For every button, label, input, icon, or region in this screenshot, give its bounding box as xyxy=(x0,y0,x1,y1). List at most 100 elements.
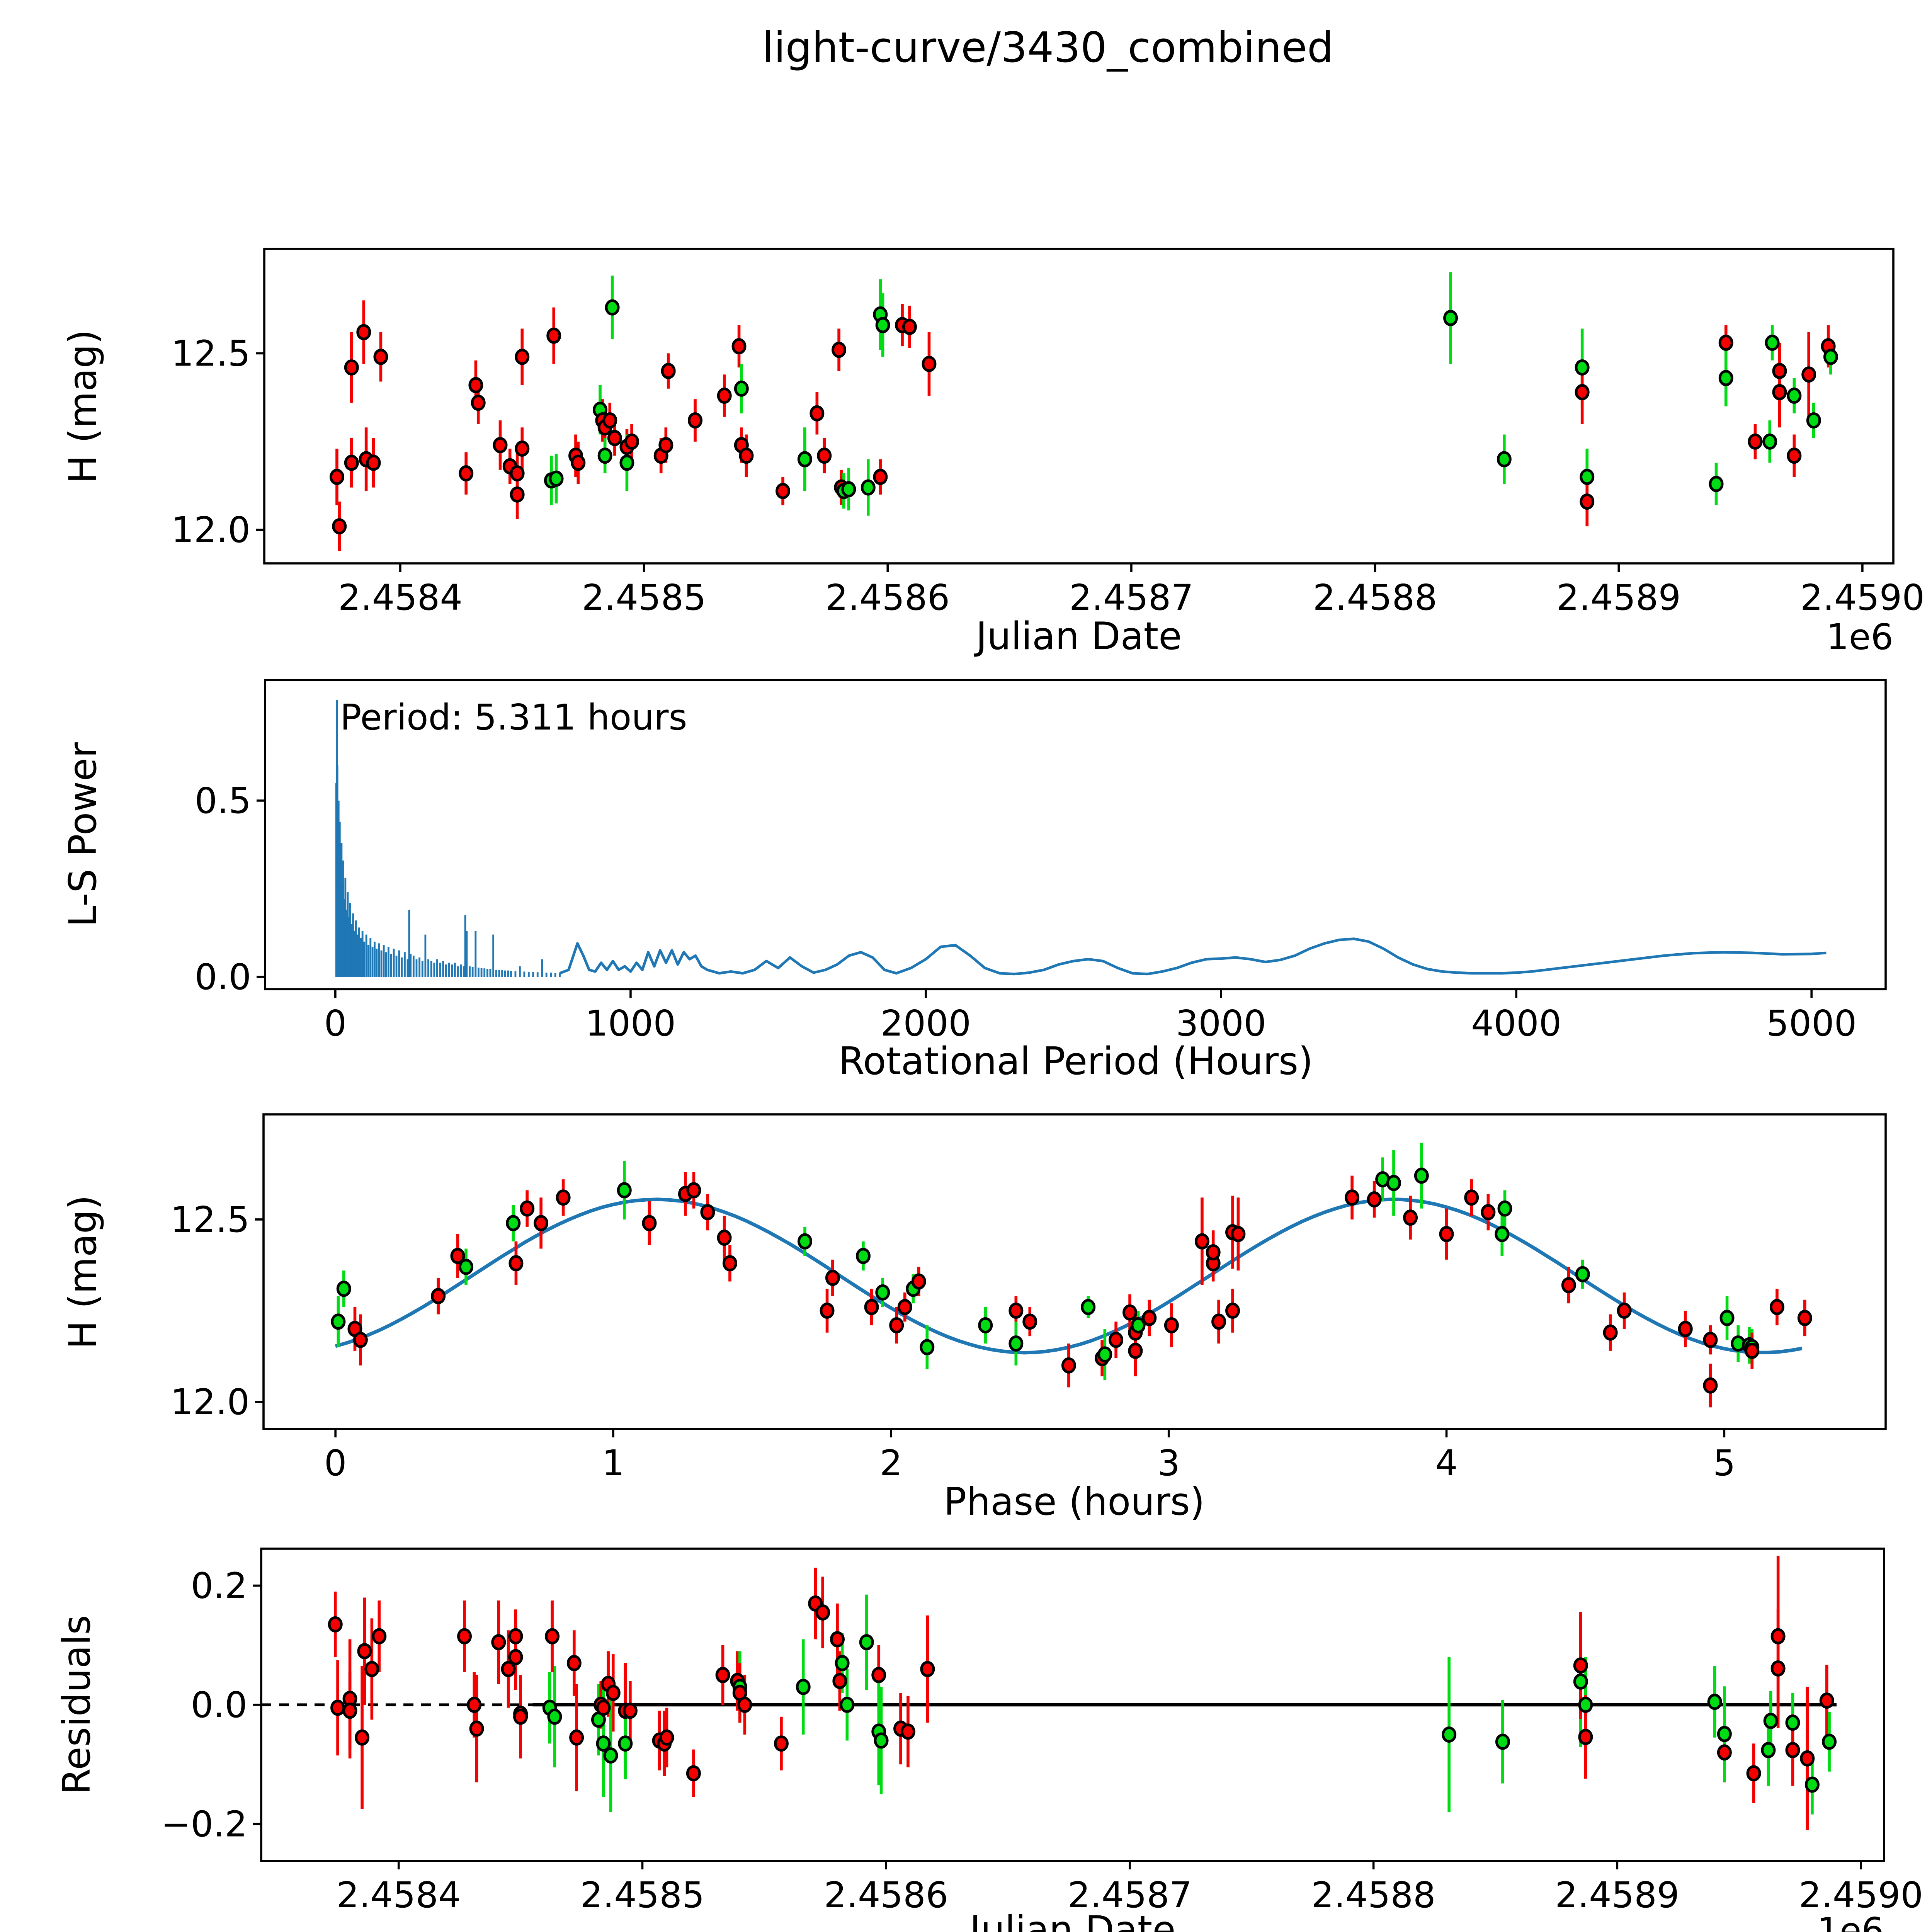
data-point-red xyxy=(1164,1317,1179,1333)
data-point-red xyxy=(1745,1342,1760,1359)
data-point-red xyxy=(510,486,525,503)
xlabel-phase-fold: Phase (hours) xyxy=(944,1480,1205,1524)
subplot-residuals: 2.4584 2.4585 2.4586 2.4587 2.4588 2.4589 2.45… xyxy=(161,1548,1923,1916)
data-point-red xyxy=(450,1248,465,1264)
data-point-green xyxy=(1785,1714,1800,1731)
data-point-green xyxy=(506,1215,521,1231)
data-point-red xyxy=(642,1215,657,1231)
data-point-green xyxy=(798,1233,813,1250)
data-point-red xyxy=(776,483,791,499)
data-point-green xyxy=(1442,1726,1457,1743)
data-point-red xyxy=(457,1628,472,1645)
data-point-red xyxy=(624,433,639,450)
subplots-layer: 2.4584 2.4585 2.4586 2.4587 2.4588 2.4589 2.45… xyxy=(161,248,1925,1916)
data-point-red xyxy=(1785,1742,1800,1759)
x-tick-label: 2 xyxy=(880,1442,903,1484)
data-point-red xyxy=(571,454,586,471)
data-point-red xyxy=(566,1655,582,1672)
data-point-red xyxy=(717,1230,732,1246)
ylabel-periodogram: L-S Power xyxy=(61,742,105,927)
x-tick-label: 2.4589 xyxy=(1556,577,1681,618)
data-point-green xyxy=(1578,1696,1593,1713)
data-point-green xyxy=(797,451,812,468)
subplot-phase_fold: 0 1 2 3 4 5 12.0 12.5 xyxy=(170,1113,1887,1484)
data-point-green xyxy=(859,1634,874,1651)
data-point-red xyxy=(329,469,344,485)
data-point-green xyxy=(855,1248,871,1264)
data-point-red xyxy=(1142,1310,1157,1326)
data-point-red xyxy=(1703,1332,1718,1348)
data-point-red xyxy=(1009,1303,1024,1319)
figure-title: light-curve/3430_combined xyxy=(762,24,1334,72)
y-tick-label: 12.5 xyxy=(170,1199,250,1240)
data-point-green xyxy=(1097,1346,1112,1363)
data-point-red xyxy=(509,1255,524,1272)
data-point-red xyxy=(1481,1204,1496,1221)
data-point-red xyxy=(1718,335,1733,351)
x-offset-residuals: 1e6 xyxy=(1817,1910,1884,1932)
xlabel-periodogram: Rotational Period (Hours) xyxy=(838,1039,1313,1083)
data-point-green xyxy=(1787,388,1802,404)
data-point-red xyxy=(468,377,483,393)
data-point-red xyxy=(1367,1191,1382,1208)
data-point-red xyxy=(569,1729,584,1746)
data-point-red xyxy=(431,1288,446,1304)
data-point-green xyxy=(1495,1226,1510,1242)
x-tick-label: 4000 xyxy=(1471,1003,1561,1044)
data-point-red xyxy=(832,1673,847,1689)
data-point-green xyxy=(1580,469,1595,485)
axes-frame xyxy=(264,679,1887,990)
data-point-red xyxy=(1797,1310,1812,1326)
data-point-red xyxy=(607,430,622,446)
data-point-green xyxy=(1804,1776,1820,1793)
data-point-red xyxy=(864,1299,879,1315)
subplot-periodogram: 0 1000 2000 3000 4000 5000 0.0 0.5 xyxy=(195,679,1887,1044)
data-point-red xyxy=(1772,384,1787,400)
data-point-red xyxy=(739,447,754,464)
data-point-green xyxy=(1081,1299,1096,1315)
xlabel-residuals: Julian Date xyxy=(967,1908,1175,1932)
data-point-green xyxy=(1414,1167,1429,1184)
data-point-green xyxy=(618,1735,633,1752)
data-point-green xyxy=(459,1259,474,1275)
x-tick-label: 2.4584 xyxy=(337,1874,461,1916)
y-tick-label: 12.0 xyxy=(170,1381,250,1423)
data-point-red xyxy=(1128,1342,1143,1359)
data-point-red xyxy=(1194,1233,1209,1250)
data-point-green xyxy=(840,1696,855,1713)
data-point-red xyxy=(508,1649,523,1665)
data-point-green xyxy=(1495,1733,1510,1750)
data-point-red xyxy=(1206,1244,1221,1260)
periodogram-curve xyxy=(559,937,1827,976)
data-point-red xyxy=(659,1729,674,1746)
data-point-green xyxy=(331,1313,346,1330)
data-point-red xyxy=(328,1616,343,1633)
data-point-green xyxy=(734,380,749,397)
data-point-red xyxy=(508,1628,523,1645)
data-point-red xyxy=(515,440,530,457)
x-tick-label: 1000 xyxy=(585,1003,676,1044)
data-point-green xyxy=(875,1284,890,1301)
data-point-green xyxy=(796,1679,811,1695)
data-point-red xyxy=(366,454,381,471)
data-point-red xyxy=(815,1604,830,1621)
data-point-green xyxy=(1763,1713,1778,1729)
data-point-red xyxy=(1561,1277,1576,1293)
data-point-green xyxy=(1806,412,1821,429)
data-point-green xyxy=(1443,310,1458,327)
data-point-green xyxy=(596,1735,611,1752)
data-point-red xyxy=(342,1702,357,1719)
data-point-red xyxy=(1225,1303,1240,1319)
data-point-red xyxy=(1801,366,1816,383)
data-point-red xyxy=(1231,1226,1246,1242)
x-tick-label: 2.4587 xyxy=(1069,577,1194,618)
data-point-red xyxy=(889,1317,904,1333)
data-point-red xyxy=(513,1708,528,1725)
data-point-red xyxy=(1770,1660,1786,1677)
data-point-green xyxy=(1497,1200,1512,1217)
data-point-red xyxy=(774,1735,789,1752)
data-point-red xyxy=(686,1765,701,1782)
data-point-red xyxy=(1578,1729,1593,1745)
data-point-red xyxy=(1345,1189,1360,1206)
